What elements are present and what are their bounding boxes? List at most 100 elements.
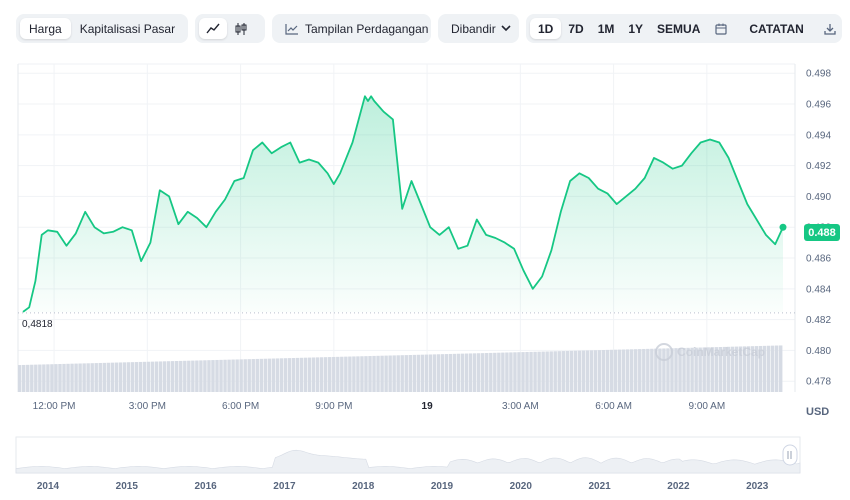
tab-price[interactable]: Harga <box>20 18 71 39</box>
calendar-button[interactable] <box>707 18 735 39</box>
volume-bar <box>593 350 598 392</box>
volume-bar <box>509 352 513 392</box>
volume-bar <box>259 358 264 392</box>
volume-bar <box>166 361 171 392</box>
line-chart-button[interactable] <box>199 18 227 39</box>
volume-bar <box>605 349 610 392</box>
x-tick-label: 6:00 PM <box>222 401 259 412</box>
volume-bar <box>690 347 694 392</box>
volume-bar <box>529 351 533 392</box>
y-tick-label: 0.498 <box>806 69 831 80</box>
range-7d[interactable]: 7D <box>568 21 584 36</box>
min-price-label: 0,4818 <box>22 319 53 330</box>
volume-bar <box>774 345 779 392</box>
volume-bar <box>408 354 412 392</box>
volume-bar <box>114 362 119 392</box>
range-navigator: 2014 2015 2016 2017 2018 2019 2020 2021 2022 2023 <box>15 436 801 492</box>
download-icon <box>824 23 836 35</box>
y-tick-label: 0.492 <box>806 161 831 172</box>
volume-bar <box>533 351 537 392</box>
volume-bar <box>742 346 747 392</box>
volume-bar <box>243 359 247 392</box>
volume-bar <box>191 360 195 392</box>
volume-bar <box>553 351 557 392</box>
volume-bar <box>195 360 199 392</box>
volume-bar <box>287 358 292 392</box>
volume-bar <box>372 355 376 392</box>
tab-market-cap[interactable]: Kapitalisasi Pasar <box>79 21 176 36</box>
volume-bar <box>400 355 404 392</box>
volume-bar <box>440 354 445 392</box>
volume-bar <box>134 362 139 392</box>
volume-bar <box>78 363 82 392</box>
navigator-year-label: 2017 <box>273 481 296 492</box>
volume-bar <box>654 348 658 392</box>
volume-bar <box>275 358 280 392</box>
volume-bar <box>74 363 78 392</box>
volume-bar <box>364 356 368 392</box>
volume-bar <box>662 348 666 392</box>
volume-bar <box>537 351 541 392</box>
navigator-year-label: 2021 <box>588 481 611 492</box>
volume-bar <box>251 359 255 392</box>
volume-bar <box>630 349 634 392</box>
price-area <box>18 95 795 314</box>
volume-bar <box>646 348 650 392</box>
volume-bar <box>283 358 288 392</box>
range-1d[interactable]: 1D <box>530 18 562 39</box>
y-tick-label: 0.482 <box>806 315 831 326</box>
navigator-year-label: 2015 <box>116 481 139 492</box>
range-1y[interactable]: 1Y <box>628 21 644 36</box>
volume-bar <box>682 347 686 392</box>
volume-bar <box>344 356 348 392</box>
volume-bar <box>501 352 505 392</box>
range-1m[interactable]: 1M <box>597 21 615 36</box>
volume-bar <box>621 349 626 392</box>
volume-bar <box>658 348 662 392</box>
volume-bar <box>130 362 135 392</box>
volume-bar <box>247 359 251 392</box>
volume-bar <box>18 365 22 392</box>
chart-line-icon <box>285 23 299 35</box>
volume-bar <box>380 355 384 392</box>
download-button[interactable] <box>818 18 842 39</box>
navigator-handle[interactable] <box>782 444 798 466</box>
y-tick-label: 0.478 <box>806 377 831 388</box>
range-all[interactable]: SEMUA <box>657 21 701 36</box>
volume-bar <box>670 348 674 392</box>
volume-bar <box>642 348 646 392</box>
volume-bar <box>412 354 417 392</box>
trading-view-button[interactable]: Tampilan Perdagangan <box>276 18 437 39</box>
volume-bar <box>311 357 316 392</box>
volume-bar <box>597 350 602 392</box>
volume-bar <box>376 355 380 392</box>
volume-bar <box>30 364 34 392</box>
log-scale-button[interactable]: CATATAN <box>749 21 804 36</box>
volume-bar <box>404 355 408 392</box>
navigator-year-label: 2018 <box>352 481 375 492</box>
volume-bar <box>303 357 308 392</box>
range-group: 1D 7D 1M 1Y SEMUA CATATAN <box>526 14 842 43</box>
x-tick-label: 6:00 AM <box>595 401 632 412</box>
volume-bar <box>557 351 561 392</box>
y-tick-label: 0.490 <box>806 192 831 203</box>
y-tick-label: 0.494 <box>806 130 831 141</box>
navigator-year-label: 2020 <box>510 481 533 492</box>
current-price-badge: 0.488 <box>804 224 840 241</box>
x-tick-label: 3:00 AM <box>502 401 539 412</box>
volume-bar <box>565 350 570 392</box>
volume-bar <box>340 356 344 392</box>
volume-bar <box>110 362 115 392</box>
chart-toolbar: Harga Kapitalisasi Pasar Tampilan Perdag… <box>0 0 850 56</box>
y-tick-label: 0.480 <box>806 346 831 357</box>
candlestick-button[interactable] <box>227 18 255 39</box>
volume-bar <box>634 349 638 392</box>
compare-dropdown[interactable]: Dibandir <box>442 18 520 39</box>
volume-bar <box>146 361 151 392</box>
volume-bar <box>468 353 473 392</box>
volume-bar <box>485 353 489 392</box>
volume-bar <box>162 361 167 392</box>
volume-bar <box>585 350 590 392</box>
volume-bar <box>388 355 392 392</box>
